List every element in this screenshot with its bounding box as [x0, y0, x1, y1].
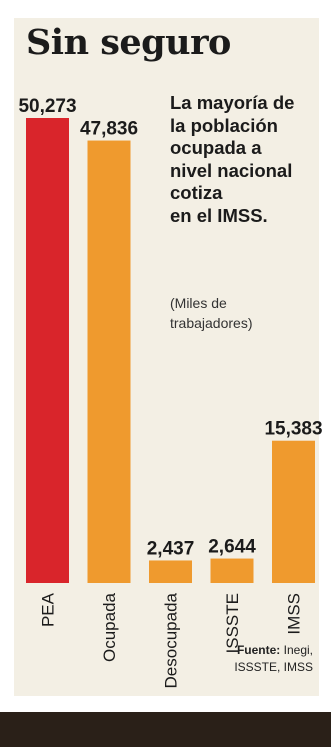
- units-note: (Miles de trabajadores): [170, 293, 310, 333]
- source-label: Fuente:: [236, 643, 281, 657]
- bar-issste: [210, 558, 254, 583]
- bar-desocupada: [149, 560, 192, 583]
- category-label: ISSSTE: [223, 593, 242, 653]
- source-text: ISSSTE, IMSS: [234, 660, 313, 674]
- bar-ocupada: [87, 140, 131, 584]
- source-note: Fuente: Inegi, ISSSTE, IMSS: [234, 642, 313, 676]
- chart-description: La mayoría de la población ocupada a niv…: [170, 92, 318, 227]
- footer-bar: [0, 712, 331, 747]
- units-line: trabajadores): [170, 315, 253, 331]
- value-label: 15,383: [264, 419, 322, 440]
- bar-imss: [272, 440, 315, 583]
- category-label: PEA: [39, 592, 58, 627]
- description-line: en el IMSS.: [170, 204, 268, 226]
- category-label: IMSS: [285, 593, 304, 635]
- source-text: Inegi,: [283, 643, 313, 657]
- description-line: La mayoría de: [170, 92, 295, 113]
- description-line: ocupada a: [170, 137, 262, 158]
- value-label: 2,644: [208, 537, 256, 558]
- chart-title: Sin seguro: [26, 22, 231, 63]
- category-label: Desocupada: [162, 592, 181, 688]
- units-line: (Miles de: [170, 295, 227, 311]
- value-label: 50,273: [18, 96, 76, 117]
- description-line: la población: [170, 114, 278, 136]
- value-label: 47,836: [80, 119, 138, 140]
- value-label: 2,437: [147, 538, 195, 559]
- description-line: nivel nacional: [170, 159, 293, 181]
- category-label: Ocupada: [100, 592, 119, 662]
- bar-pea: [26, 118, 69, 583]
- description-line: cotiza: [170, 182, 223, 203]
